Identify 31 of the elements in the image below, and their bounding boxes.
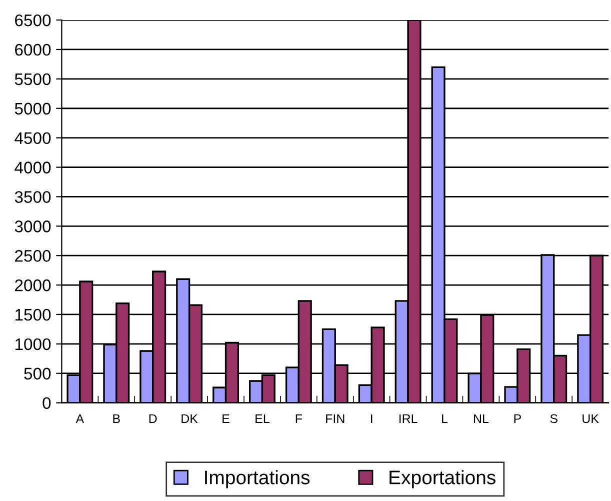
x-tick-label: L <box>442 414 448 423</box>
x-tick-label: NL <box>474 414 489 423</box>
y-tick-label: 5500 <box>14 73 51 86</box>
x-tick-label: IRL <box>399 414 418 423</box>
x-tick-label: F <box>296 414 302 423</box>
y-tick-label: 4000 <box>14 162 51 174</box>
y-tick-label: 0 <box>42 397 51 410</box>
y-tick-label: 1500 <box>15 308 51 321</box>
x-tick-label: FIN <box>326 414 344 423</box>
legend-label: Importations <box>205 470 310 488</box>
y-tick-label: 6000 <box>15 44 51 56</box>
x-tick-label: P <box>514 414 521 423</box>
y-tick-label: 4500 <box>14 132 51 144</box>
x-tick-label: E <box>222 414 230 423</box>
y-tick-label: 3000 <box>14 220 51 232</box>
x-tick-label: D <box>149 414 157 423</box>
x-tick-label: EL <box>256 414 270 423</box>
y-tick-label: 1000 <box>15 338 51 350</box>
x-tick-label: DK <box>182 414 198 423</box>
x-tick-label: A <box>76 414 84 423</box>
x-tick-label: B <box>113 414 120 423</box>
x-tick-label: I <box>371 414 372 423</box>
y-tick-label: 2000 <box>15 279 51 292</box>
x-tick-label: UK <box>582 414 599 424</box>
x-tick-label: S <box>550 414 558 424</box>
y-tick-label: 500 <box>24 368 51 380</box>
y-tick-label: 5000 <box>14 102 51 115</box>
y-tick-label: 6500 <box>15 14 51 26</box>
y-tick-label: 2500 <box>15 250 51 262</box>
y-tick-label: 3500 <box>14 191 51 203</box>
legend-label: Exportations <box>390 470 496 488</box>
